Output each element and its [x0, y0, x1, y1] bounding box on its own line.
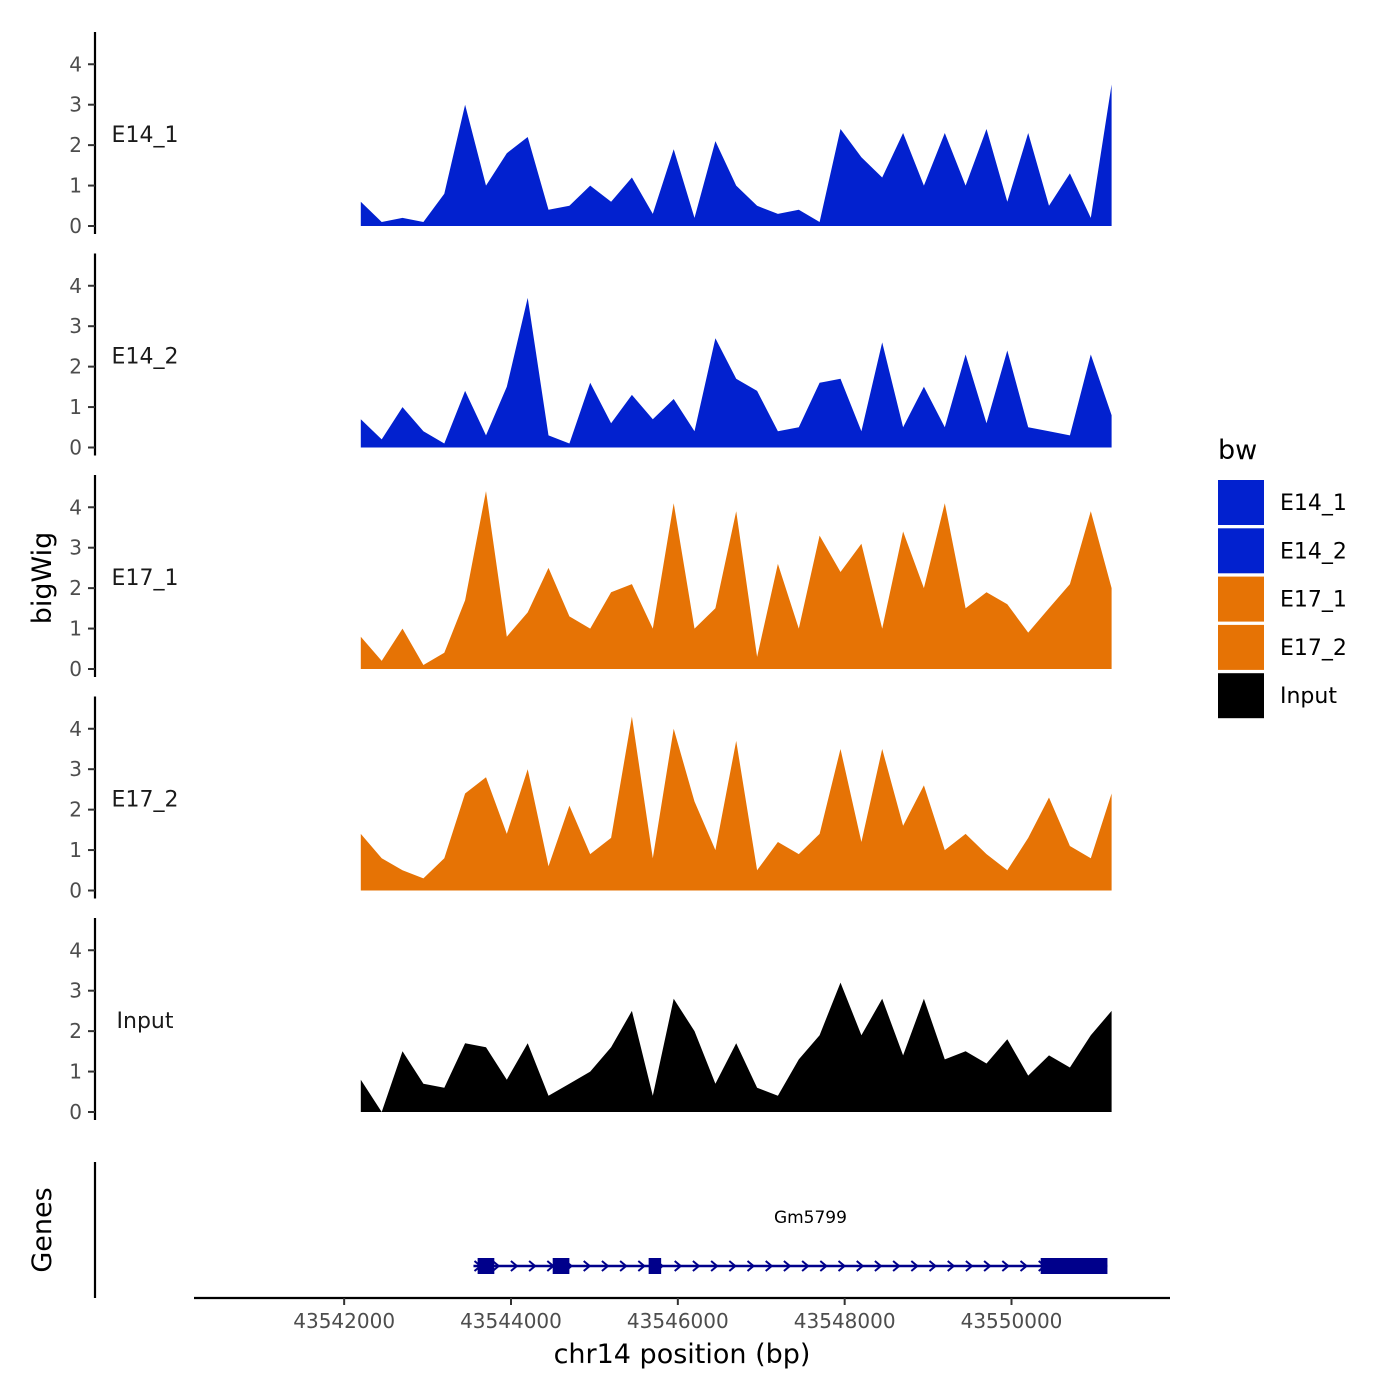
legend-label-E14_2: E14_2 [1280, 539, 1347, 564]
strand-arrow [765, 1260, 774, 1272]
gene-label: Gm5799 [774, 1208, 847, 1228]
legend-key-E17_1 [1218, 576, 1264, 622]
legend-title: bw [1218, 435, 1257, 466]
y-tick-label: 2 [69, 576, 82, 600]
y-tick-label: 2 [69, 133, 82, 157]
strand-arrow [510, 1260, 519, 1272]
gene-track: Gm5799 [473, 1208, 1108, 1274]
strand-arrow [892, 1260, 901, 1272]
area-E17_1 [360, 491, 1112, 669]
area-E14_1 [360, 84, 1112, 226]
y-tick-label: 3 [69, 536, 82, 560]
strand-arrow [674, 1260, 683, 1272]
y-tick-label: 0 [69, 1100, 82, 1124]
y-tick-label: 0 [69, 879, 82, 903]
y-tick-label: 4 [69, 52, 82, 76]
y-tick-label: 1 [69, 1060, 82, 1084]
y-tick-label: 1 [69, 395, 82, 419]
track-E17_1: 0 1 2 3 4 E17_1 [69, 475, 1112, 681]
y-tick-label: 2 [69, 355, 82, 379]
x-tick-label: 43546000 [627, 1309, 729, 1333]
strand-arrow [965, 1260, 974, 1272]
y-tick-label: 0 [69, 657, 82, 681]
strand-arrow [983, 1260, 992, 1272]
y-tick-label: 3 [69, 93, 82, 117]
y-tick-label: 1 [69, 838, 82, 862]
track-label-E14_1: E14_1 [112, 123, 179, 148]
strand-arrow [874, 1260, 883, 1272]
gene-exon [477, 1258, 495, 1274]
strand-arrow [710, 1260, 719, 1272]
legend-label-E14_1: E14_1 [1280, 491, 1347, 516]
gene-exon [648, 1258, 662, 1274]
strand-arrow [728, 1260, 737, 1272]
y-tick-label: 4 [69, 717, 82, 741]
area-E17_2 [360, 716, 1112, 891]
legend: bw E14_1 E14_2 E17_1 E17_2 Input [1218, 435, 1347, 719]
y-tick-label: 4 [69, 274, 82, 298]
strand-arrow [1019, 1260, 1029, 1272]
legend-label-Input: Input [1280, 684, 1337, 709]
legend-label-E17_1: E17_1 [1280, 588, 1347, 613]
track-E14_1: 0 1 2 3 4 E14_1 [69, 32, 1112, 238]
track-label-E17_2: E17_2 [112, 788, 179, 813]
track-label-E17_1: E17_1 [112, 566, 179, 591]
y-tick-label: 2 [69, 1019, 82, 1043]
area-E14_2 [360, 297, 1112, 448]
strand-arrow [601, 1260, 610, 1272]
track-E17_2: 0 1 2 3 4 E17_2 [69, 696, 1112, 903]
strand-arrow [837, 1260, 847, 1272]
x-tick-label: 43542000 [293, 1309, 395, 1333]
y-tick-label: 3 [69, 979, 82, 1003]
strand-arrow [1001, 1260, 1010, 1272]
legend-key-Input [1218, 673, 1264, 719]
x-tick-label: 43550000 [961, 1309, 1063, 1333]
strand-arrow [746, 1260, 756, 1272]
x-axis: chr14 position (bp) 43542000 43544000 4354… [194, 1296, 1170, 1370]
track-label-E14_2: E14_2 [112, 345, 179, 370]
bigwig-tracks: 0 1 2 3 4 E14_1 0 1 2 3 4 E14_2 0 1 2 3 4 E17_1 0 1 2 3 4 E17_2… [69, 32, 1112, 1124]
strand-arrow [783, 1260, 792, 1272]
y-tick-label: 1 [69, 174, 82, 198]
strand-arrow [583, 1260, 592, 1272]
legend-label-E17_2: E17_2 [1280, 636, 1347, 661]
track-E14_2: 0 1 2 3 4 E14_2 [69, 253, 1112, 460]
legend-key-E14_2 [1218, 528, 1264, 574]
strand-arrow [528, 1260, 537, 1272]
y-tick-label: 3 [69, 314, 82, 338]
strand-arrow [947, 1260, 956, 1272]
gene-panel: Genes Gm5799 [27, 1162, 1108, 1298]
y-tick-label: 4 [69, 938, 82, 962]
y-tick-label: 0 [69, 436, 82, 460]
strand-arrow [692, 1260, 701, 1272]
x-tick-label: 43548000 [794, 1309, 896, 1333]
strand-arrow [819, 1260, 828, 1272]
legend-key-E17_2 [1218, 624, 1264, 670]
y-tick-label: 4 [69, 495, 82, 519]
area-Input [360, 982, 1112, 1112]
strand-arrow [910, 1260, 919, 1272]
y-tick-label: 2 [69, 798, 82, 822]
strand-arrow [492, 1260, 501, 1272]
gene-exon [552, 1258, 570, 1274]
y-tick-label: 3 [69, 757, 82, 781]
legend-key-E14_1 [1218, 480, 1264, 525]
y-tick-label: 0 [69, 214, 82, 238]
strand-arrow [856, 1260, 865, 1272]
strand-arrow [619, 1260, 628, 1272]
x-axis-title: chr14 position (bp) [554, 1339, 811, 1370]
x-tick-label: 43544000 [460, 1309, 562, 1333]
gene-panel-title: Genes [27, 1187, 58, 1272]
strand-arrow [801, 1260, 810, 1272]
track-Input: 0 1 2 3 4 Input [69, 918, 1112, 1124]
strand-arrow [637, 1260, 646, 1272]
strand-arrow [928, 1260, 938, 1272]
gene-exon [1040, 1258, 1108, 1274]
track-label-Input: Input [117, 1009, 174, 1034]
y-tick-label: 1 [69, 617, 82, 641]
y-axis-title: bigWig [27, 532, 58, 625]
